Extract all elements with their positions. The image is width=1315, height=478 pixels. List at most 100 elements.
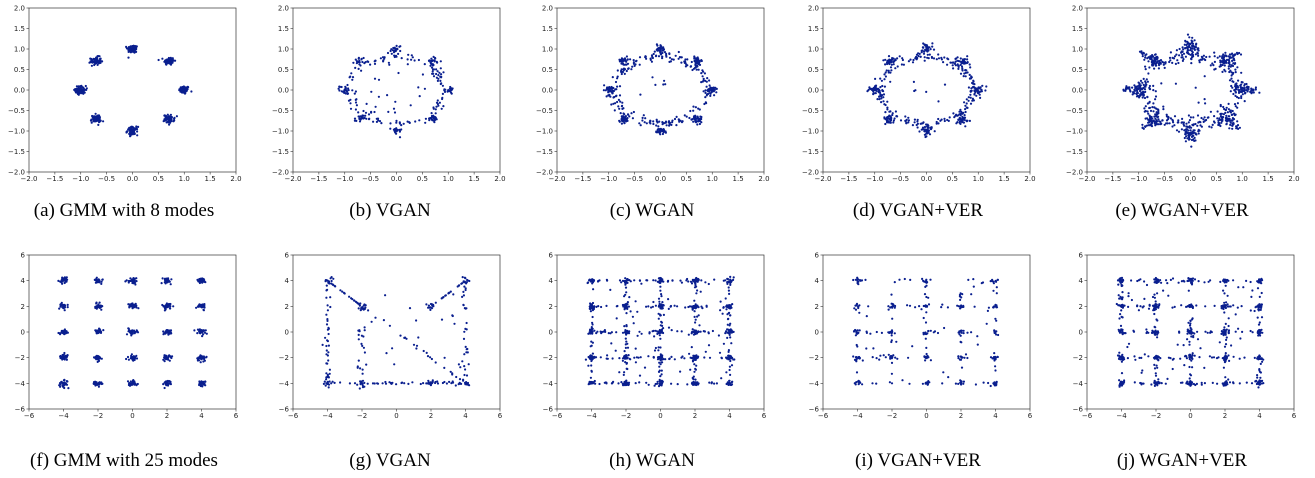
y-tick-label: 1.5 (278, 25, 289, 33)
scatter-point (327, 359, 330, 362)
scatter-point (388, 63, 391, 66)
scatter-point (441, 96, 444, 99)
scatter-point (412, 343, 416, 346)
scatter-point (440, 82, 443, 85)
scatter-point (1202, 118, 1205, 121)
scatter-point (1177, 119, 1180, 122)
scatter-point (330, 282, 333, 285)
scatter-point (359, 309, 362, 312)
scatter-point (608, 90, 611, 93)
scatter-point (97, 123, 100, 126)
scatter-point (326, 309, 329, 312)
scatter-point (1212, 120, 1216, 123)
scatter-point (98, 381, 101, 384)
scatter-point (62, 277, 65, 280)
scatter-point (946, 57, 949, 60)
scatter-point (1227, 55, 1230, 58)
axes-frame (822, 7, 1031, 173)
scatter-point (1148, 84, 1151, 88)
scatter-point (204, 380, 207, 383)
scatter-point (417, 336, 420, 339)
scatter-point (64, 356, 67, 359)
y-tick-label: 1.0 (542, 46, 553, 54)
scatter-point (659, 382, 662, 385)
scatter-point (172, 305, 175, 308)
scatter-point (901, 58, 905, 62)
scatter-point (357, 60, 360, 64)
scatter-point (937, 53, 940, 56)
scatter-point (439, 60, 442, 63)
scatter-point (1230, 119, 1233, 122)
scatter-point (384, 382, 388, 385)
scatter-point (65, 276, 68, 279)
scatter-point (958, 110, 961, 113)
scatter-point (667, 298, 670, 301)
scatter-point (969, 93, 972, 96)
scatter-point (956, 63, 959, 66)
scatter-point (694, 106, 698, 109)
scatter-point (100, 381, 103, 384)
scatter-point (652, 300, 655, 304)
scatter-point (657, 277, 661, 280)
scatter-point (1237, 96, 1240, 100)
scatter-point (1236, 96, 1239, 99)
scatter-point (598, 382, 601, 386)
scatter-point (1180, 51, 1183, 54)
scatter-point (395, 130, 398, 133)
scatter-point (363, 351, 366, 354)
scatter-point (393, 49, 396, 52)
scatter-point (131, 381, 134, 384)
scatter-point (1162, 108, 1165, 111)
scatter-point (388, 324, 391, 327)
scatter-point (884, 111, 887, 114)
scatter-point (1228, 127, 1231, 130)
scatter-point (372, 120, 375, 123)
scatter-point (1213, 115, 1216, 118)
scatter-point (325, 289, 328, 292)
y-tick-label: 2.0 (1072, 5, 1083, 13)
scatter-point (358, 120, 362, 123)
scatter-point (1152, 102, 1155, 105)
scatter-point (406, 63, 409, 66)
scatter-point (1176, 121, 1179, 124)
scatter-point (590, 279, 593, 282)
scatter-point (1220, 115, 1223, 118)
scatter-point (125, 131, 128, 134)
scatter-point (326, 362, 329, 365)
scatter-point (168, 115, 171, 118)
subplot-caption: (a) GMM with 8 modes (34, 200, 214, 221)
scatter-point (1139, 93, 1142, 96)
scatter-point (1151, 106, 1154, 109)
scatter-point (127, 48, 130, 52)
scatter-point (402, 122, 405, 125)
scatter-point (1144, 80, 1147, 83)
scatter-point (95, 330, 98, 333)
scatter-point (625, 60, 628, 63)
scatter-point (589, 310, 593, 313)
scatter-point (967, 96, 970, 99)
scatter-point (92, 381, 96, 384)
scatter-point (672, 58, 675, 61)
scatter-point (671, 279, 674, 282)
y-tick-label: −2.0 (8, 169, 25, 177)
scatter-point (624, 286, 628, 289)
scatter-point (1150, 122, 1153, 125)
scatter-point (956, 114, 959, 117)
scatter-point (696, 117, 699, 120)
scatter-point (730, 383, 733, 386)
scatter-point (703, 72, 707, 75)
scatter-point (584, 358, 588, 361)
y-tick-label: 4 (285, 277, 290, 285)
scatter-point (1171, 125, 1174, 128)
scatter-point (901, 57, 904, 60)
scatter-point (325, 344, 328, 348)
scatter-point (1186, 40, 1189, 44)
scatter-point (679, 370, 682, 373)
scatter-point (606, 279, 609, 282)
scatter-point (77, 85, 80, 88)
axes-frame (28, 7, 237, 173)
scatter-point (940, 118, 943, 121)
scatter-point (1132, 91, 1135, 94)
scatter-point (342, 291, 346, 294)
scatter-point (929, 126, 932, 129)
